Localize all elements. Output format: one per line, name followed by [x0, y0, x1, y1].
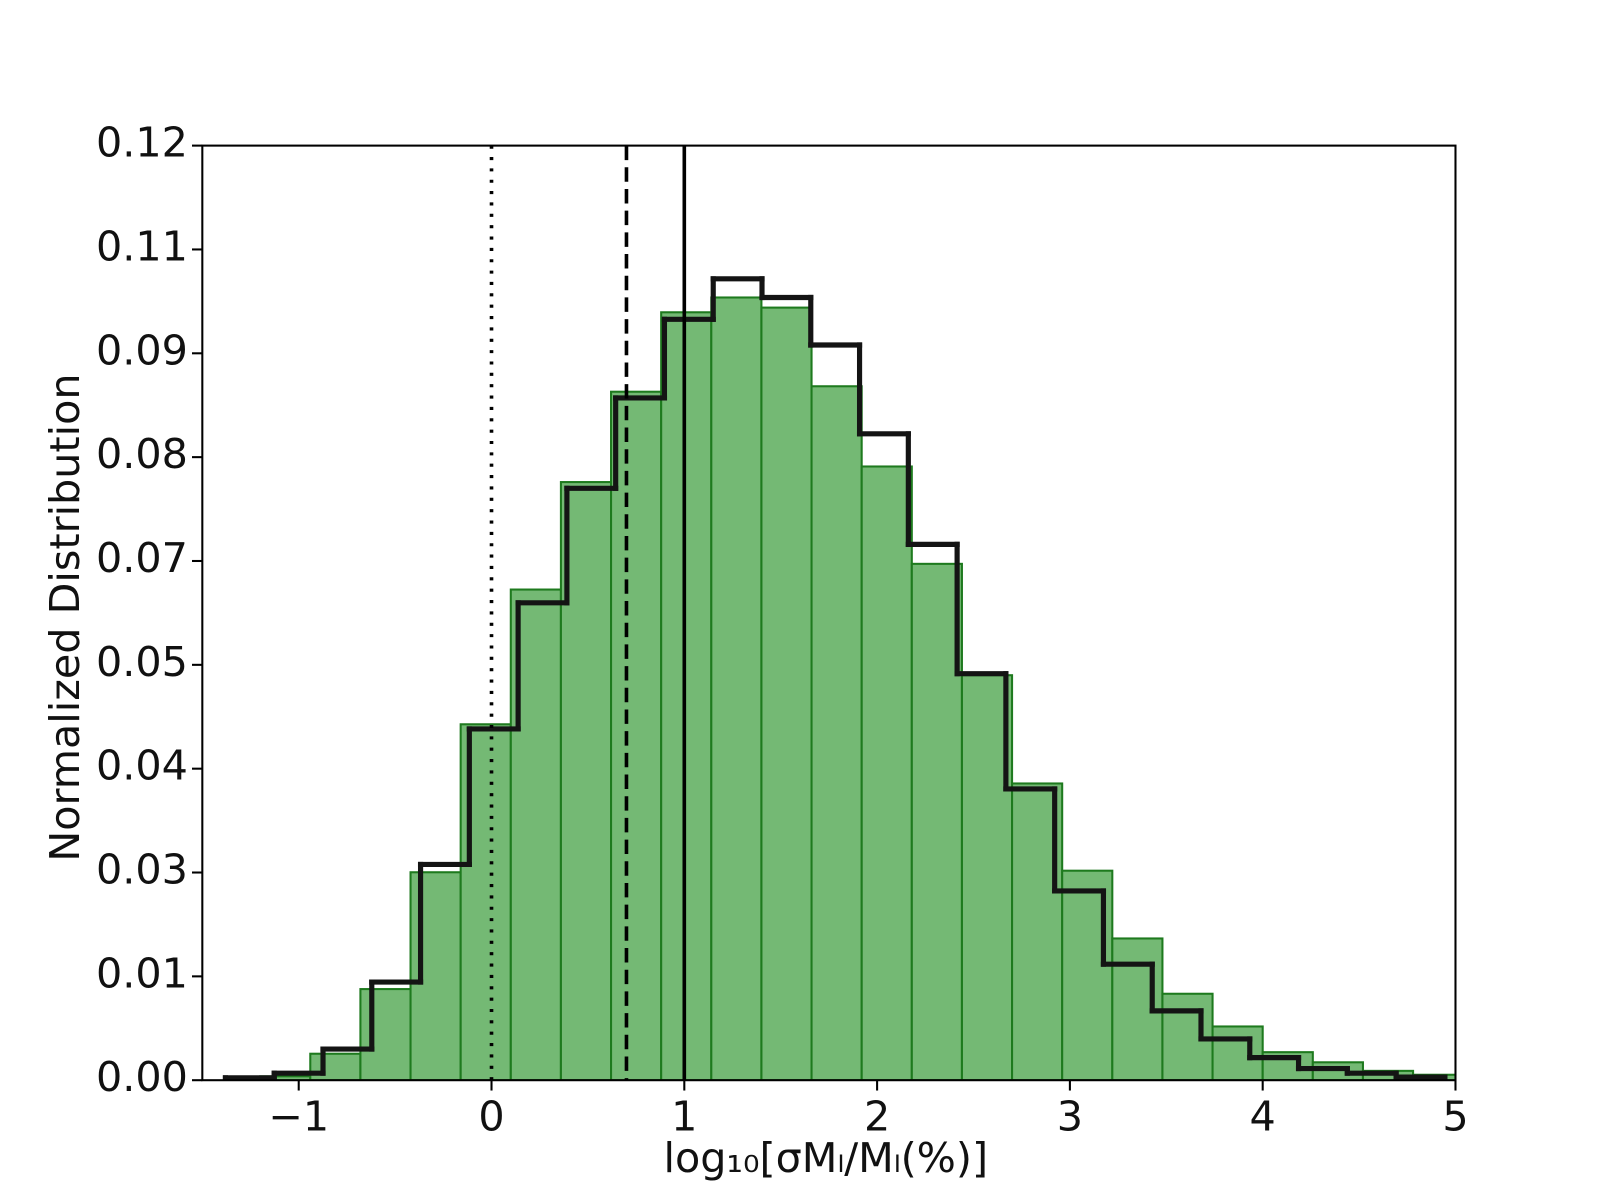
histogram-bar [760, 306, 813, 1081]
y-tick-label: 0.12 [96, 119, 188, 167]
x-tick-label: 1 [671, 1092, 697, 1140]
y-tick-label: 0.08 [96, 430, 188, 478]
histogram-bar [910, 562, 963, 1081]
x-tick-label: 2 [864, 1092, 890, 1140]
axes-frame [201, 144, 1457, 1082]
histogram-bar [860, 465, 913, 1081]
histogram-bar [660, 311, 713, 1081]
x-tick-label: 3 [1057, 1092, 1083, 1140]
histogram-bar [1211, 1025, 1264, 1081]
y-axis-label: Normalized Distribution [41, 373, 89, 861]
histogram-bar [610, 390, 663, 1081]
y-tick-label: 0.11 [96, 222, 188, 270]
histogram-bar [359, 988, 412, 1081]
y-tick-label: 0.04 [96, 742, 188, 790]
y-tick-label: 0.01 [96, 949, 188, 997]
x-axis-label: log₁₀[σMₗ/Mₗ(%)] [663, 1134, 988, 1182]
x-tick-label: 5 [1442, 1092, 1468, 1140]
histogram-bar [309, 1052, 362, 1081]
histogram-bar [710, 296, 763, 1081]
y-tick-label: 0.07 [96, 534, 188, 582]
y-tick-label: 0.00 [96, 1053, 188, 1101]
y-tick-label: 0.05 [96, 638, 188, 686]
y-tick-label: 0.09 [96, 326, 188, 374]
x-tick-label: −1 [268, 1092, 329, 1140]
x-tick-label: 0 [478, 1092, 504, 1140]
x-tick-label: 4 [1250, 1092, 1276, 1140]
y-tick-label: 0.03 [96, 846, 188, 894]
plot-area [222, 145, 1456, 1081]
histogram-bar [810, 385, 863, 1081]
